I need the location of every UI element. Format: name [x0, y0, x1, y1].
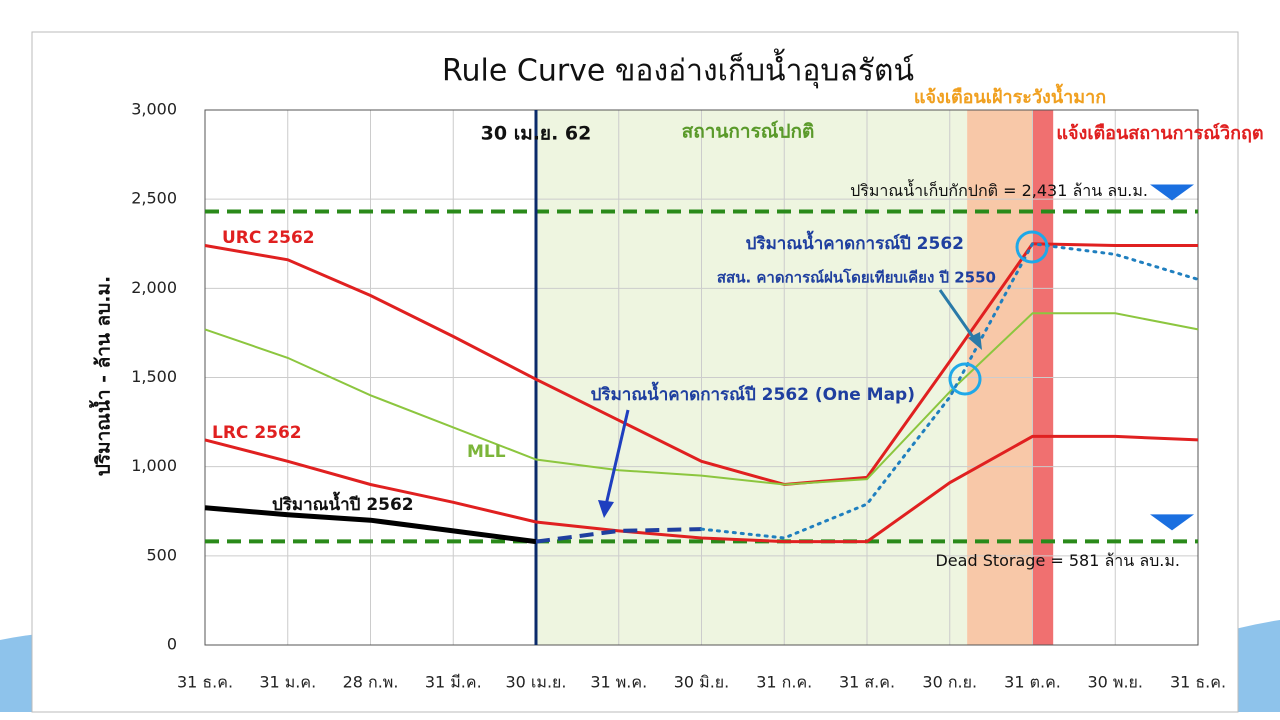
series-line [204, 312, 1199, 486]
series-line [535, 527, 702, 544]
arrow-head [968, 332, 982, 350]
y-tick-label: 1,500 [131, 367, 177, 386]
y-tick-label: 1,000 [131, 456, 177, 475]
x-tick-label: 31 ธ.ค. [1170, 673, 1226, 692]
y-axis-label: ปริมาณน้ำ - ล้าน ลบ.ม. [89, 276, 115, 476]
y-tick-label: 2,000 [131, 278, 177, 297]
x-tick-label: 30 ก.ย. [922, 673, 977, 692]
marker-triangle [1150, 184, 1194, 201]
series-label: MLL [467, 442, 506, 462]
series-label: ปริมาณน้ำคาดการณ์ปี 2562 (One Map) [591, 381, 915, 405]
x-tick-label: 28 ก.พ. [343, 673, 399, 692]
y-tick-label: 3,000 [131, 100, 177, 119]
x-tick-label: 30 พ.ย. [1087, 673, 1143, 692]
y-tick-label: 2,500 [131, 189, 177, 208]
annotation: สสน. คาดการณ์ฝนโดยเทียบเคียง ปี 2550 [717, 268, 996, 287]
chart-title: Rule Curve ของอ่างเก็บน้ำอุบลรัตน์ [442, 49, 914, 90]
highlight-circle [1015, 230, 1049, 264]
plot-border [204, 109, 1199, 646]
series-label: LRC 2562 [212, 423, 302, 443]
x-tick-label: 31 มี.ค. [425, 673, 482, 692]
annotation: แจ้งเตือนเฝ้าระวังน้ำมาก [914, 83, 1106, 108]
series-label: URC 2562 [222, 228, 315, 248]
x-tick-label: 31 ส.ค. [839, 673, 895, 692]
x-tick-label: 31 ธ.ค. [177, 673, 233, 692]
highlight-circle [948, 362, 982, 396]
x-tick-label: 31 ต.ค. [1004, 673, 1061, 692]
series-label: ปริมาณน้ำคาดการณ์ปี 2562 [746, 230, 964, 254]
annotation: 30 เม.ย. 62 [481, 123, 592, 145]
x-tick-label: 31 ม.ค. [259, 673, 316, 692]
arrow [604, 409, 630, 506]
reference-label: Dead Storage = 581 ล้าน ลบ.ม. [935, 551, 1180, 570]
arrow-head [598, 500, 614, 518]
y-tick-label: 500 [146, 545, 177, 564]
annotation: สถานการณ์ปกติ [682, 121, 815, 143]
marker-triangle [1150, 514, 1194, 531]
series-line [700, 242, 1200, 540]
series-line [204, 505, 537, 545]
annotation: แจ้งเตือนสถานการณ์วิกฤต [1056, 122, 1263, 144]
series-label: ปริมาณน้ำปี 2562 [272, 491, 414, 515]
series-line [204, 434, 1199, 544]
x-tick-label: 30 เม.ย. [505, 673, 566, 692]
x-tick-label: 30 มิ.ย. [674, 673, 730, 692]
x-tick-label: 31 ก.ค. [756, 673, 812, 692]
y-tick-label: 0 [167, 635, 177, 654]
x-tick-label: 31 พ.ค. [590, 673, 647, 692]
arrow [938, 289, 977, 341]
reference-label: ปริมาณน้ำเก็บกักปกติ = 2,431 ล้าน ลบ.ม. [850, 179, 1148, 200]
